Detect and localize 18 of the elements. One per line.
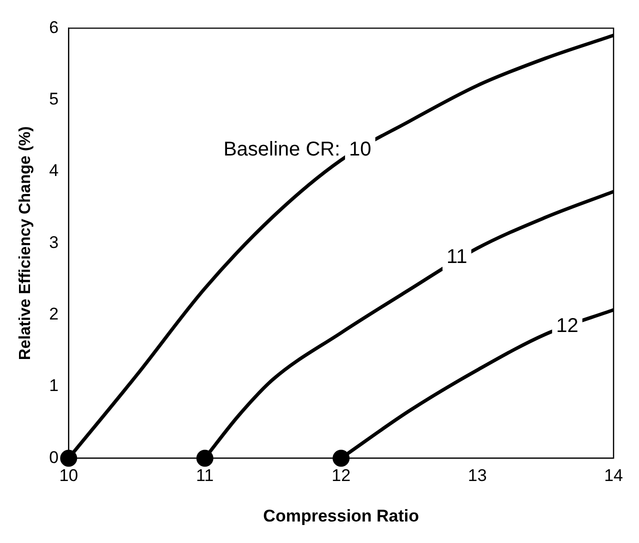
y-axis-title: Relative Efficiency Change (%) (17, 126, 34, 360)
y-tick-label: 0 (49, 448, 59, 467)
x-tick-label: 10 (59, 466, 78, 486)
x-tick-label: 11 (196, 466, 214, 486)
y-tick-label: 1 (49, 376, 59, 396)
y-tick-label: 3 (49, 232, 59, 252)
x-tick-label: 14 (604, 466, 624, 486)
x-tick-label: 12 (332, 466, 351, 486)
x-axis-title: Compression Ratio (263, 506, 420, 526)
annotation: 10 (349, 138, 372, 161)
annotation: 11 (446, 246, 468, 268)
y-tick-label: 4 (49, 161, 59, 180)
y-tick-label: 6 (49, 18, 59, 37)
y-tick-label: 5 (49, 90, 59, 109)
x-tick-label: 13 (468, 466, 487, 486)
annotation: Baseline CR: (223, 138, 340, 161)
annotation: 12 (556, 314, 578, 337)
y-tick-label: 2 (49, 304, 59, 324)
